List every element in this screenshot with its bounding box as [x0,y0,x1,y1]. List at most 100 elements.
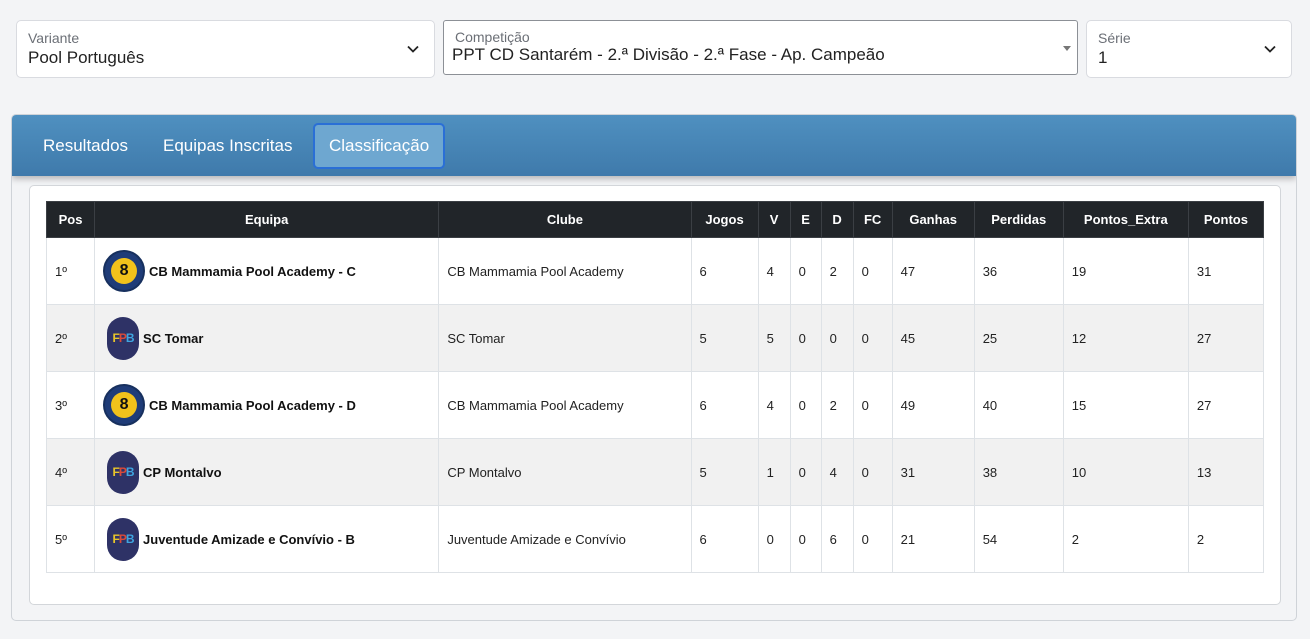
cell-clube: SC Tomar [438,304,692,372]
cell-perdidas: 40 [973,371,1064,439]
cell-e: 0 [789,304,822,372]
cell-d: 6 [820,505,854,573]
cell-perdidas: 54 [973,505,1064,573]
cell-pontos: 27 [1187,371,1265,439]
tab-bar: Resultados Equipas Inscritas Classificaç… [12,115,1296,176]
cell-fc: 0 [852,438,893,506]
dropdown-arrow-icon [1063,46,1071,51]
header-equipa: Equipa [94,201,440,238]
cell-d: 0 [820,304,854,372]
competicao-select[interactable]: Competição PPT CD Santarém - 2.ª Divisão… [443,20,1078,75]
cell-pos: 1º [45,237,96,305]
cell-perdidas: 38 [973,438,1064,506]
header-v: V [757,201,791,238]
team-name: CP Montalvo [143,464,222,480]
cell-jogos: 6 [690,237,759,305]
cell-fc: 0 [852,304,893,372]
header-d: D [820,201,854,238]
header-fc: FC [852,201,893,238]
variante-value: Pool Português [28,48,145,67]
table-row: 4º F P B CP Montalvo CP Montalvo 5 1 0 4 0 … [45,438,1265,506]
classification-card: Pos Equipa Clube Jogos V E D FC Ganhas P… [29,185,1281,605]
cell-pontos-extra: 19 [1062,237,1189,305]
cell-pontos: 27 [1187,304,1265,372]
serie-label: Série [1098,30,1131,46]
header-pontos: Pontos [1187,201,1265,238]
serie-select[interactable]: Série 1 [1086,20,1292,78]
tab-resultados[interactable]: Resultados [43,136,129,155]
cell-pos: 5º [45,505,96,573]
header-jogos: Jogos [690,201,759,238]
cell-perdidas: 25 [973,304,1064,372]
competicao-label: Competição [455,29,530,45]
cell-equipa: F P B Juventude Amizade e Convívio - B [94,505,440,573]
cell-e: 0 [789,371,822,439]
mammamia-logo-icon: 8 [103,384,146,426]
cell-equipa: F P B SC Tomar [94,304,440,372]
cell-ganhas: 49 [891,371,975,439]
cell-e: 0 [789,438,822,506]
header-clube: Clube [438,201,692,238]
cell-jogos: 5 [690,304,759,372]
cell-perdidas: 36 [973,237,1064,305]
cell-pontos-extra: 10 [1062,438,1189,506]
cell-fc: 0 [852,237,893,305]
cell-jogos: 6 [690,505,759,573]
cell-ganhas: 21 [891,505,975,573]
cell-clube: CB Mammamia Pool Academy [438,371,692,439]
cell-v: 0 [757,505,791,573]
header-pos: Pos [45,201,96,238]
variante-select[interactable]: Variante Pool Português [16,20,435,78]
team-name: CB Mammamia Pool Academy - C [149,263,356,279]
tab-equipas-inscritas[interactable]: Equipas Inscritas [163,136,293,155]
cell-ganhas: 45 [891,304,975,372]
competicao-value: PPT CD Santarém - 2.ª Divisão - 2.ª Fase… [452,45,885,64]
table-header-row: Pos Equipa Clube Jogos V E D FC Ganhas P… [45,201,1265,238]
cell-jogos: 5 [690,438,759,506]
cell-d: 4 [820,438,854,506]
table-row: 1º 8 CB Mammamia Pool Academy - C CB Mamm… [45,237,1265,305]
cell-pontos: 2 [1187,505,1265,573]
cell-v: 4 [757,371,791,439]
competition-panel: Resultados Equipas Inscritas Classificaç… [11,114,1297,621]
cell-clube: CP Montalvo [438,438,692,506]
table-row: 5º F P B Juventude Amizade e Convívio - B J… [45,505,1265,573]
cell-pontos-extra: 15 [1062,371,1189,439]
cell-fc: 0 [852,371,893,439]
cell-v: 1 [757,438,791,506]
header-perdidas: Perdidas [973,201,1064,238]
mammamia-logo-icon: 8 [103,250,146,292]
team-name: SC Tomar [143,330,204,346]
cell-d: 2 [820,237,854,305]
cell-ganhas: 47 [891,237,975,305]
cell-pos: 3º [45,371,96,439]
chevron-down-icon [1264,45,1276,53]
cell-equipa: 8 CB Mammamia Pool Academy - D [94,371,440,439]
cell-equipa: 8 CB Mammamia Pool Academy - C [94,237,440,305]
cell-jogos: 6 [690,371,759,439]
cell-pos: 4º [45,438,96,506]
serie-value: 1 [1098,48,1108,67]
table-row: 2º F P B SC Tomar SC Tomar 5 5 0 0 0 45 25 … [45,304,1265,372]
cell-d: 2 [820,371,854,439]
cell-clube: CB Mammamia Pool Academy [438,237,692,305]
cell-equipa: F P B CP Montalvo [94,438,440,506]
team-name: Juventude Amizade e Convívio - B [143,531,355,547]
cell-e: 0 [789,237,822,305]
cell-pos: 2º [45,304,96,372]
cell-ganhas: 31 [891,438,975,506]
cell-pontos-extra: 12 [1062,304,1189,372]
cell-e: 0 [789,505,822,573]
cell-clube: Juventude Amizade e Convívio [438,505,692,573]
tab-classificacao[interactable]: Classificação [313,123,446,169]
cell-pontos: 31 [1187,237,1265,305]
table-row: 3º 8 CB Mammamia Pool Academy - D CB Mamm… [45,371,1265,439]
variante-label: Variante [28,30,80,46]
cell-v: 5 [757,304,791,372]
header-e: E [789,201,822,238]
cell-pontos-extra: 2 [1062,505,1189,573]
team-name: CB Mammamia Pool Academy - D [149,397,356,413]
